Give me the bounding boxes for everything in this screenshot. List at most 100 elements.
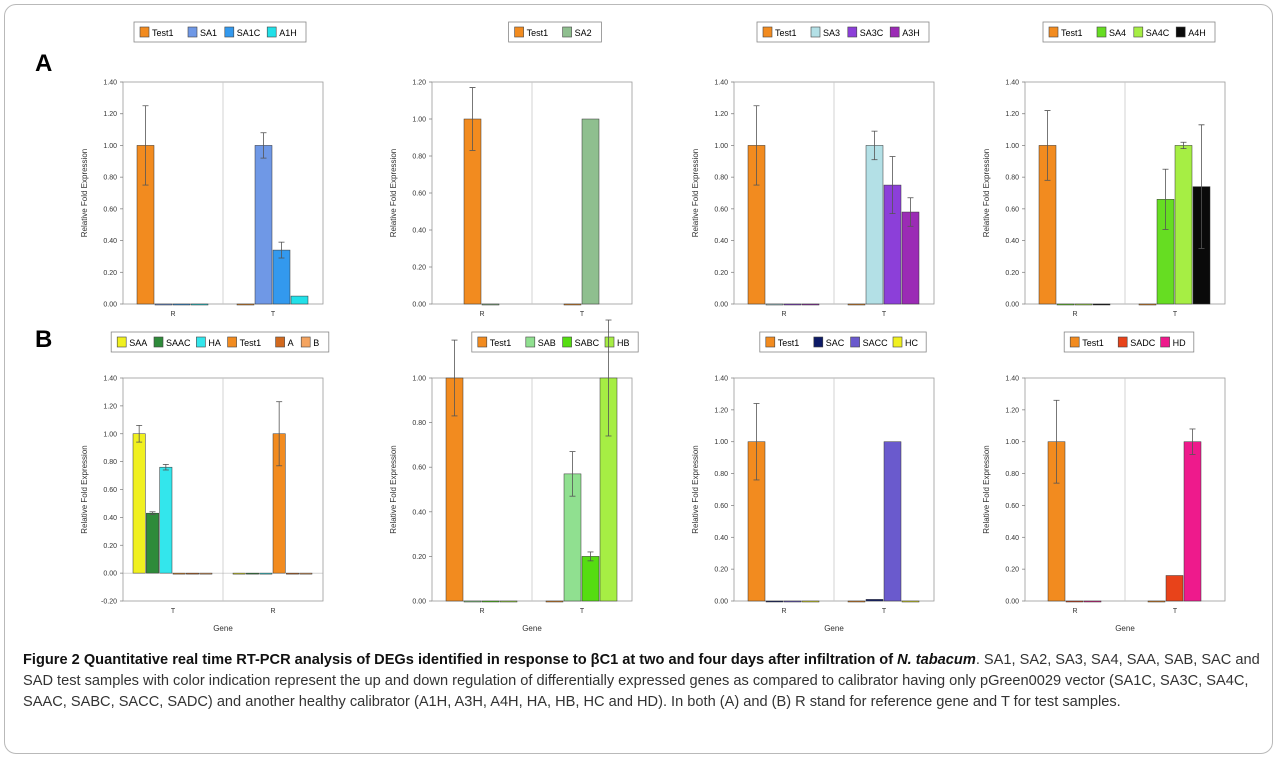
y-tick-label: 0.60 [412,465,426,472]
bar-sa4c-t [1174,145,1193,305]
legend-label: HB [617,338,630,348]
x-axis-title: Gene [824,624,844,633]
bar-hc-r [801,600,820,603]
legend-label: Test1 [240,338,262,348]
legend-box [756,21,930,43]
y-tick-label: 0.60 [103,206,117,213]
legend-label: Test1 [490,338,512,348]
legend-swatch [525,336,536,348]
y-tick-label: 0.60 [1005,503,1019,510]
legend-box [133,21,307,43]
bar-sabc-r [481,600,500,603]
y-tick-label: 0.40 [714,535,728,542]
y-axis-title: Relative Fold Expression [389,149,398,237]
legend-swatch [562,336,572,348]
y-tick-label: 1.00 [412,376,426,383]
bar-test1-t [1147,600,1166,603]
legend-label: A3H [902,28,920,38]
y-tick-label: 0.80 [714,471,728,478]
legend-label: Test1 [152,28,174,38]
y-tick-label: 0.60 [412,191,426,198]
y-axis-title: Relative Fold Expression [982,445,991,533]
legend-label: SADC [1130,338,1156,348]
y-tick-label: 0.60 [714,503,728,510]
x-axis-title: Gene [522,624,542,633]
legend-swatch [813,336,824,348]
y-tick-label: 0.80 [1005,471,1019,478]
legend-label: A4H [1188,28,1206,38]
y-tick-label: 0.20 [103,543,117,550]
bar-saa-r [232,572,246,575]
legend-label: SA2 [575,28,592,38]
bar-sa1-r [154,303,173,306]
legend-swatch [514,26,524,38]
legend-label: A [288,338,294,348]
bar-a1h-r [190,303,209,306]
legend-label: SAA [129,338,147,348]
chart-4: Test1 SA4 SA4C A4H 0.00 0.20 0.40 0.60 0.80 1.00 1… [982,21,1226,318]
bar-sa1c-r [172,303,191,306]
caption-body: . SA1, SA2, SA3, SA4, SAA, SAB, SAC and … [23,652,1260,710]
y-tick-label: 0.00 [412,599,426,606]
x-tick-label: T [271,311,276,318]
bar-b-r [299,572,313,575]
legend-label: HD [1173,338,1186,348]
y-tick-label: 1.20 [714,111,728,118]
bar-test1-t [563,303,582,306]
y-tick-label: 0.80 [1005,175,1019,182]
caption-title: Figure 2 Quantitative real time RT-PCR a… [23,652,898,668]
legend-label: HA [208,338,221,348]
chart-7: Test1 SAC SACC HC 0.00 0.20 0.40 0.60 0.80 1.00 1.… [691,331,935,633]
bar-sadc-r [1065,600,1084,603]
y-tick-label: 1.20 [714,407,728,414]
x-tick-label: T [882,311,887,318]
y-tick-label: 0.20 [714,270,728,277]
legend-swatch [810,26,821,38]
bar-sa4-r [1056,303,1075,306]
y-tick-label: 0.20 [1005,270,1019,277]
y-tick-label: 0.20 [1005,567,1019,574]
legend-label: Test1 [778,338,800,348]
legend-label: SAB [538,338,556,348]
y-axis-title: Relative Fold Expression [80,149,89,237]
bar-sac-r [765,600,784,603]
legend-label: A1H [279,28,297,38]
y-tick-label: 0.20 [714,567,728,574]
legend-label: SAC [826,338,845,348]
caption-title-species: N. tabacum [897,652,976,668]
legend-box [508,21,602,43]
y-tick-label: 1.20 [412,80,426,87]
legend-label: SA3 [823,28,840,38]
legend-swatch [762,26,773,38]
bar-test1-t [236,303,255,306]
x-tick-label: T [882,608,887,615]
bar-b-t [199,572,213,575]
legend-swatch [765,336,776,348]
legend-swatch [227,336,237,348]
bar-sa1-t [254,145,273,305]
y-axis-title: Relative Fold Expression [982,149,991,237]
chart-6: Test1 SAB SABC HB 0.00 0.20 0.40 0.60 0.80 1.00 Re… [389,319,639,633]
legend-box [1042,21,1216,43]
legend-label: Test1 [775,28,797,38]
legend-swatch [196,336,206,348]
legend-swatch [1175,26,1186,38]
bar-test1-t [172,572,186,575]
legend-label: SA1 [200,28,217,38]
x-axis-title: Gene [1115,624,1135,633]
x-tick-label: R [479,608,484,615]
legend-swatch [477,336,488,348]
legend-label: B [313,338,319,348]
y-tick-label: 1.20 [103,111,117,118]
y-tick-label: 1.00 [714,143,728,150]
bar-sabc-t [581,556,600,602]
y-tick-label: 0.20 [103,270,117,277]
y-tick-label: 1.40 [103,376,117,383]
y-tick-label: 0.20 [412,554,426,561]
bar-saac-r [246,572,259,575]
legend-swatch [224,26,235,38]
y-tick-label: 1.00 [1005,143,1019,150]
bar-sab-r [463,600,482,603]
y-tick-label: 0.40 [412,228,426,235]
legend-swatch [1069,336,1080,348]
